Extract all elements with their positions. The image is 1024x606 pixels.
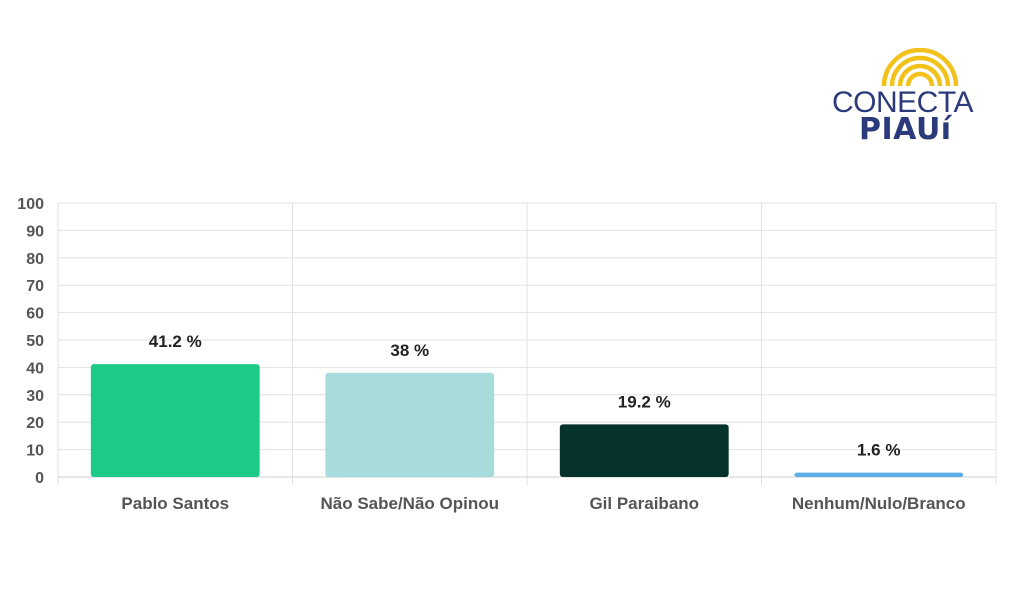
y-tick-label: 90 xyxy=(26,223,44,240)
y-tick-label: 10 xyxy=(26,443,44,460)
logo-text-conecta: CONECTA xyxy=(832,86,973,119)
y-tick-label: 40 xyxy=(26,360,44,377)
x-tick-label: Pablo Santos xyxy=(121,494,229,513)
y-tick-label: 80 xyxy=(26,251,44,268)
bar xyxy=(325,372,495,477)
y-tick-label: 0 xyxy=(35,470,44,487)
bar xyxy=(559,424,729,477)
x-tick-label: Nenhum/Nulo/Branco xyxy=(792,494,966,513)
conecta-piaui-logo: CONECTA PIAUí xyxy=(826,48,986,148)
data-label: 41.2 % xyxy=(149,332,202,351)
x-tick-label: Gil Paraibano xyxy=(589,494,699,513)
data-label: 38 % xyxy=(390,341,429,360)
y-tick-label: 30 xyxy=(26,388,44,405)
x-tick-label: Não Sabe/Não Opinou xyxy=(320,494,499,513)
bar xyxy=(90,364,260,477)
sun-arcs-icon xyxy=(881,48,959,87)
y-tick-label: 20 xyxy=(26,415,44,432)
y-tick-label: 50 xyxy=(26,333,44,350)
logo-text-piaui: PIAUí xyxy=(859,112,952,147)
y-tick-label: 60 xyxy=(26,306,44,323)
y-tick-label: 70 xyxy=(26,278,44,295)
data-label: 19.2 % xyxy=(618,392,671,411)
y-tick-label: 100 xyxy=(17,196,44,213)
bar xyxy=(794,472,964,477)
data-label: 1.6 % xyxy=(857,441,900,460)
